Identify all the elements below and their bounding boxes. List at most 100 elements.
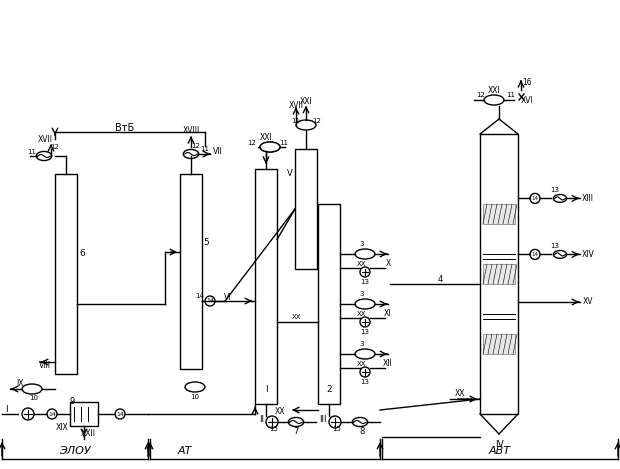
Text: X: X — [386, 259, 391, 268]
Text: 15: 15 — [270, 426, 278, 432]
Text: 6: 6 — [79, 250, 85, 258]
Text: VIII: VIII — [39, 362, 51, 371]
Text: ВтБ: ВтБ — [115, 123, 135, 133]
Bar — [318, 204, 340, 404]
Text: XX: XX — [357, 311, 367, 317]
Ellipse shape — [185, 382, 205, 392]
Text: 14: 14 — [531, 196, 539, 201]
Text: VI: VI — [224, 293, 232, 302]
Text: АВТ: АВТ — [489, 446, 511, 456]
Text: 11: 11 — [507, 92, 515, 98]
Text: 14: 14 — [195, 293, 205, 299]
Text: XX: XX — [357, 261, 367, 267]
Ellipse shape — [352, 417, 368, 426]
Circle shape — [360, 267, 370, 277]
Text: II: II — [260, 416, 265, 424]
Text: XVIII: XVIII — [182, 126, 200, 135]
Text: 9: 9 — [69, 396, 74, 406]
Text: XXI: XXI — [260, 133, 272, 142]
Text: IX: IX — [16, 379, 24, 388]
Text: XIV: XIV — [582, 250, 595, 259]
Text: 11: 11 — [280, 140, 288, 146]
Text: XX: XX — [357, 361, 367, 367]
Text: 14: 14 — [48, 411, 56, 416]
Circle shape — [22, 408, 34, 420]
Text: 13: 13 — [551, 188, 559, 193]
Bar — [180, 174, 202, 369]
Text: IV: IV — [495, 439, 503, 448]
Text: XIII: XIII — [582, 194, 594, 203]
Text: I: I — [5, 404, 7, 414]
Ellipse shape — [260, 142, 280, 152]
Text: XX: XX — [275, 408, 285, 416]
Text: 10: 10 — [190, 394, 200, 400]
Text: 13: 13 — [360, 329, 370, 335]
Text: 7: 7 — [293, 428, 299, 437]
Text: 16: 16 — [522, 77, 532, 86]
Text: ЭЛОУ: ЭЛОУ — [59, 446, 91, 456]
Bar — [480, 134, 518, 414]
Text: 5: 5 — [203, 238, 209, 247]
Circle shape — [530, 250, 540, 259]
Bar — [55, 174, 77, 374]
Text: XVII: XVII — [37, 135, 53, 144]
Ellipse shape — [184, 150, 198, 159]
Text: XI: XI — [384, 310, 392, 318]
Text: 11: 11 — [200, 146, 210, 152]
Ellipse shape — [260, 142, 280, 152]
Text: 12: 12 — [247, 140, 257, 146]
Text: 12: 12 — [192, 143, 200, 149]
Text: XXII: XXII — [81, 429, 95, 438]
Text: V: V — [287, 168, 293, 177]
Text: 12: 12 — [477, 92, 485, 98]
Text: АТ: АТ — [178, 446, 192, 456]
Ellipse shape — [355, 249, 375, 259]
Bar — [483, 204, 515, 224]
Circle shape — [266, 416, 278, 428]
Ellipse shape — [554, 195, 567, 202]
Text: XIX: XIX — [56, 423, 68, 431]
Circle shape — [115, 409, 125, 419]
Text: 3: 3 — [360, 241, 365, 247]
Circle shape — [530, 193, 540, 204]
Text: 3: 3 — [360, 291, 365, 297]
Text: XX: XX — [454, 389, 465, 399]
Text: I: I — [265, 385, 267, 393]
Ellipse shape — [355, 349, 375, 359]
Text: 11: 11 — [27, 149, 37, 155]
Text: XII: XII — [383, 360, 393, 369]
Text: III: III — [319, 416, 327, 424]
Text: 15: 15 — [332, 426, 342, 432]
Ellipse shape — [554, 250, 567, 258]
Text: 4: 4 — [437, 274, 443, 283]
Bar — [483, 334, 515, 354]
Text: 2: 2 — [326, 385, 332, 393]
Text: XX: XX — [292, 314, 302, 320]
Ellipse shape — [22, 384, 42, 394]
Text: XV: XV — [583, 297, 593, 307]
Circle shape — [47, 409, 57, 419]
Bar — [255, 169, 277, 404]
Ellipse shape — [296, 120, 316, 130]
Text: 14: 14 — [531, 252, 539, 257]
Text: VII: VII — [213, 146, 223, 156]
Text: 3: 3 — [360, 341, 365, 347]
Text: XVII: XVII — [288, 100, 304, 109]
Text: 11: 11 — [291, 118, 301, 124]
Circle shape — [360, 367, 370, 377]
Bar — [70, 402, 98, 426]
Text: 13: 13 — [360, 379, 370, 385]
Circle shape — [360, 317, 370, 327]
Ellipse shape — [37, 151, 51, 160]
Text: 12: 12 — [51, 144, 60, 150]
Text: XXI: XXI — [299, 97, 312, 106]
Bar — [295, 149, 317, 269]
Ellipse shape — [288, 417, 304, 426]
Circle shape — [205, 296, 215, 306]
Bar — [483, 264, 515, 284]
Text: XVI: XVI — [521, 96, 533, 105]
Text: 8: 8 — [360, 428, 365, 437]
Text: 14: 14 — [206, 298, 214, 303]
Ellipse shape — [484, 95, 504, 105]
Text: 10: 10 — [30, 395, 38, 401]
